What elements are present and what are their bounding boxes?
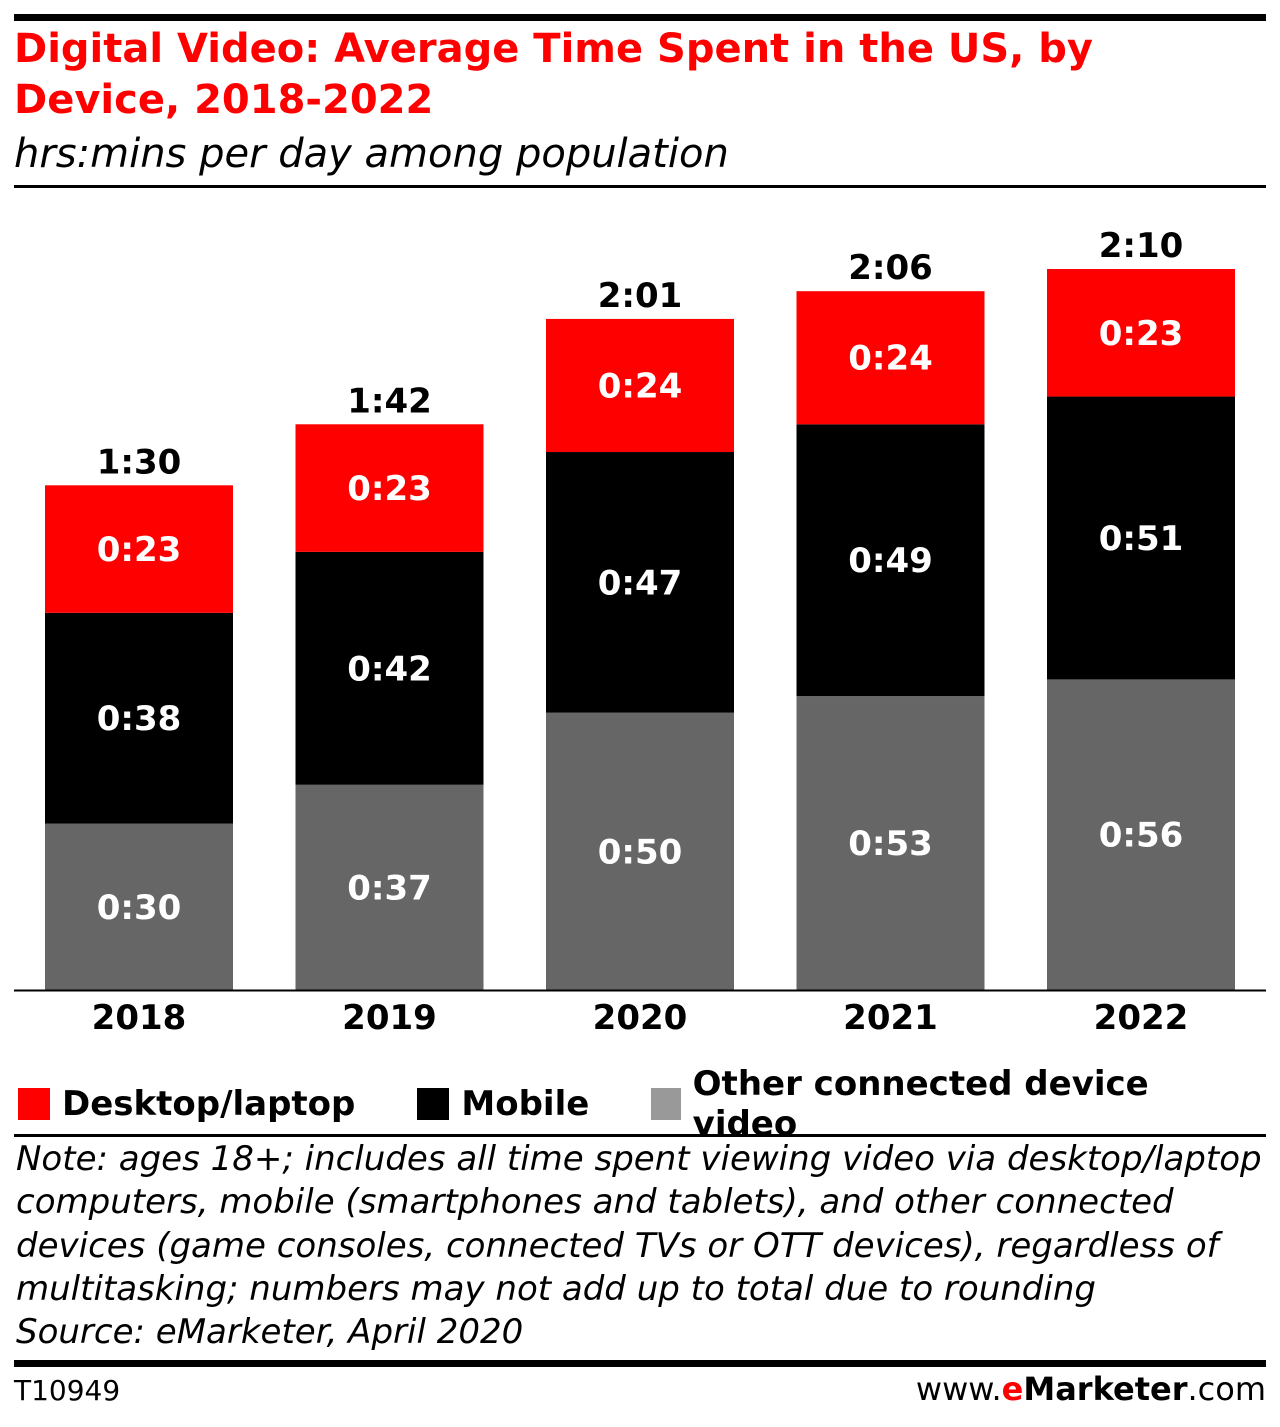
data-label: 0:47	[598, 563, 683, 603]
data-label: 0:56	[1099, 816, 1184, 856]
x-tick-label: 2019	[342, 998, 437, 1038]
legend-item-mobile: Mobile	[417, 1084, 589, 1124]
data-label: 0:24	[598, 366, 683, 406]
legend-item-other: Other connected device video	[651, 1064, 1218, 1144]
bar-segment-desktop-laptop	[1047, 269, 1235, 397]
total-label: 2:06	[848, 248, 933, 288]
total-label: 1:30	[97, 442, 182, 482]
total-label: 1:42	[347, 381, 432, 421]
bar-segment-mobile	[546, 452, 734, 713]
legend: Desktop/laptop Mobile Other connected de…	[18, 1064, 1280, 1144]
total-label: 2:01	[598, 276, 683, 316]
note-block: Note: ages 18+; includes all time spent …	[16, 1138, 1266, 1354]
bar-segment-mobile	[295, 551, 484, 785]
bar-segment-mobile	[45, 612, 233, 824]
footer-rule	[14, 1360, 1266, 1367]
data-label: 0:37	[347, 868, 432, 908]
data-label: 0:50	[598, 832, 683, 872]
bar-segment-other-connected-device-video	[546, 712, 734, 990]
data-label: 0:49	[848, 541, 933, 581]
source-text: Source: eMarketer, April 2020	[16, 1312, 524, 1353]
data-label: 0:30	[97, 888, 182, 928]
legend-swatch-mobile	[417, 1088, 450, 1120]
legend-swatch-other	[651, 1088, 681, 1120]
note-rule	[14, 1134, 1266, 1137]
emarketer-logo: www.eMarketer.com	[915, 1370, 1266, 1408]
bar-segment-mobile	[796, 424, 985, 697]
legend-label: Desktop/laptop	[62, 1084, 356, 1124]
chart-code: T10949	[14, 1374, 121, 1407]
legend-label: Other connected device video	[692, 1064, 1149, 1144]
total-label: 2:10	[1099, 226, 1184, 266]
bar-segment-other-connected-device-video	[45, 823, 233, 990]
note-text: Note: ages 18+; includes all time spent …	[16, 1139, 1262, 1309]
bar-segment-desktop-laptop	[546, 318, 734, 453]
data-label: 0:23	[1099, 314, 1184, 354]
data-label: 0:51	[1099, 519, 1184, 559]
bar-segment-desktop-laptop	[295, 424, 484, 552]
stacked-bar-chart: 0:30 0:38 0:23 1:30 2018 0:37 0:42 0:23 1:42 2019…	[14, 226, 1266, 1038]
data-label: 0:38	[97, 699, 182, 739]
bar-segment-other-connected-device-video	[796, 696, 985, 990]
data-label: 0:42	[347, 649, 432, 689]
data-label: 0:23	[347, 469, 432, 509]
x-tick-label: 2022	[1094, 998, 1189, 1038]
data-label: 0:53	[848, 824, 933, 864]
x-tick-label: 2021	[843, 998, 938, 1038]
bar-segment-mobile	[1047, 396, 1235, 680]
top-rule	[14, 14, 1266, 21]
x-tick-label: 2018	[92, 998, 187, 1038]
x-tick-label: 2020	[593, 998, 688, 1038]
legend-swatch-desktop	[18, 1088, 50, 1120]
data-label: 0:23	[97, 530, 182, 570]
data-label: 0:24	[848, 339, 933, 379]
legend-item-desktop: Desktop/laptop	[18, 1084, 355, 1124]
bar-segment-desktop-laptop	[45, 485, 233, 613]
title-rule	[14, 185, 1266, 188]
bar-segment-desktop-laptop	[796, 291, 985, 425]
bar-segment-other-connected-device-video	[295, 784, 484, 990]
chart-title: Digital Video: Average Time Spent in the…	[14, 26, 1093, 123]
legend-label: Mobile	[461, 1084, 590, 1124]
chart-subtitle: hrs:mins per day among population	[14, 131, 729, 177]
bar-segment-other-connected-device-video	[1047, 679, 1235, 990]
